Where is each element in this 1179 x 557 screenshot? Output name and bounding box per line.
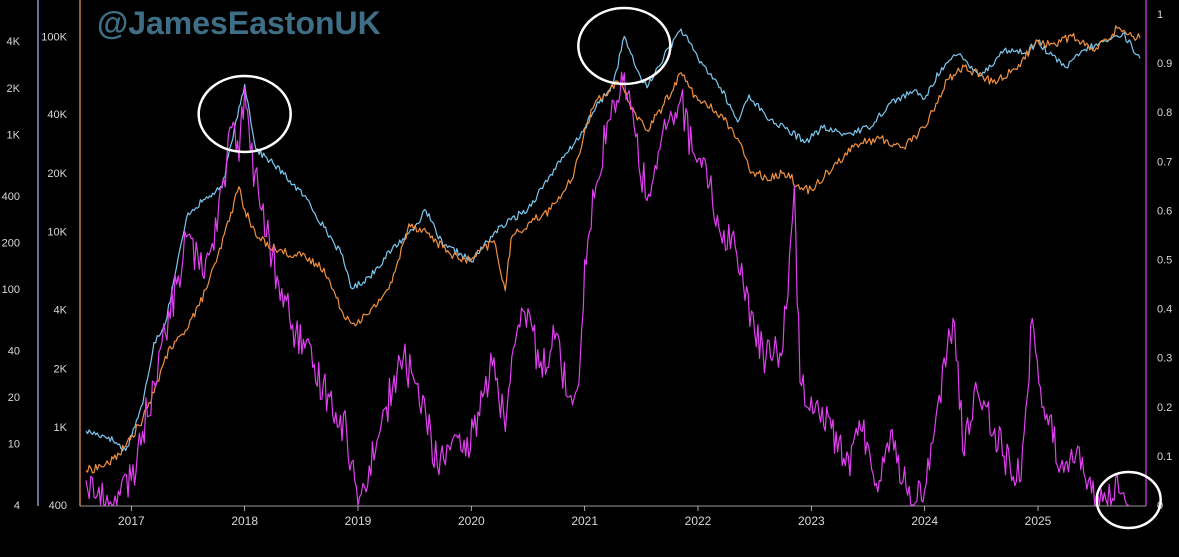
tick-label-left_outer: 400 xyxy=(2,191,20,203)
tick-label-right: 0.2 xyxy=(1157,402,1172,414)
x-tick-label: 2018 xyxy=(231,514,258,528)
x-tick-label: 2021 xyxy=(571,514,598,528)
annotation-circle xyxy=(197,74,292,154)
tick-label-right: 0.3 xyxy=(1157,353,1172,365)
x-tick-label: 2023 xyxy=(798,514,825,528)
tick-label-right: 0.7 xyxy=(1157,156,1172,168)
tick-label-left_outer: 4 xyxy=(14,500,20,512)
series-layer xyxy=(85,25,1141,506)
x-tick-label: 2019 xyxy=(345,514,372,528)
watermark: @JamesEastonUK xyxy=(97,5,381,41)
series-line-magenta xyxy=(85,71,1129,506)
series-line-orange xyxy=(85,25,1141,474)
tick-label-left_inner: 2K xyxy=(54,363,68,375)
tick-label-left_inner: 4K xyxy=(54,305,68,317)
tick-label-left_inner: 100K xyxy=(41,31,67,43)
tick-label-right: 0.4 xyxy=(1157,304,1172,316)
tick-label-left_outer: 1K xyxy=(7,129,21,141)
tick-label-left_outer: 200 xyxy=(2,237,20,249)
tick-label-left_outer: 10 xyxy=(8,438,20,450)
tick-label-right: 0.6 xyxy=(1157,205,1172,217)
x-tick-label: 2025 xyxy=(1025,514,1052,528)
annotation-circle xyxy=(1095,470,1162,530)
tick-label-right: 0.9 xyxy=(1157,58,1172,70)
x-tick-label: 2017 xyxy=(118,514,145,528)
tick-label-left_inner: 1K xyxy=(54,422,68,434)
tick-label-left_outer: 40 xyxy=(8,345,20,357)
x-tick-label: 2022 xyxy=(685,514,712,528)
tick-labels: 4K 2K 1K 400 200 100 40 20 10 4 100K 40K 20K 10K 4K 2K 1… xyxy=(2,9,1173,528)
tick-label-left_inner: 40K xyxy=(47,109,67,121)
tick-label-left_inner: 10K xyxy=(47,227,67,239)
tick-label-left_outer: 2K xyxy=(7,83,21,95)
tick-label-left_inner: 400 xyxy=(49,500,67,512)
tick-label-right: 0.1 xyxy=(1157,451,1172,463)
tick-label-left_outer: 20 xyxy=(8,392,20,404)
tick-label-left_outer: 4K xyxy=(7,36,21,48)
tick-label-left_outer: 100 xyxy=(2,284,20,296)
tick-label-right: 0.5 xyxy=(1157,255,1172,267)
annotation-circle xyxy=(577,6,672,86)
tick-label-right: 1 xyxy=(1157,9,1163,21)
x-tick-label: 2020 xyxy=(458,514,485,528)
x-tick-label: 2024 xyxy=(911,514,938,528)
tick-label-left_inner: 20K xyxy=(47,168,67,180)
tick-label-right: 0.8 xyxy=(1157,107,1172,119)
annotation-layer xyxy=(197,6,1162,530)
